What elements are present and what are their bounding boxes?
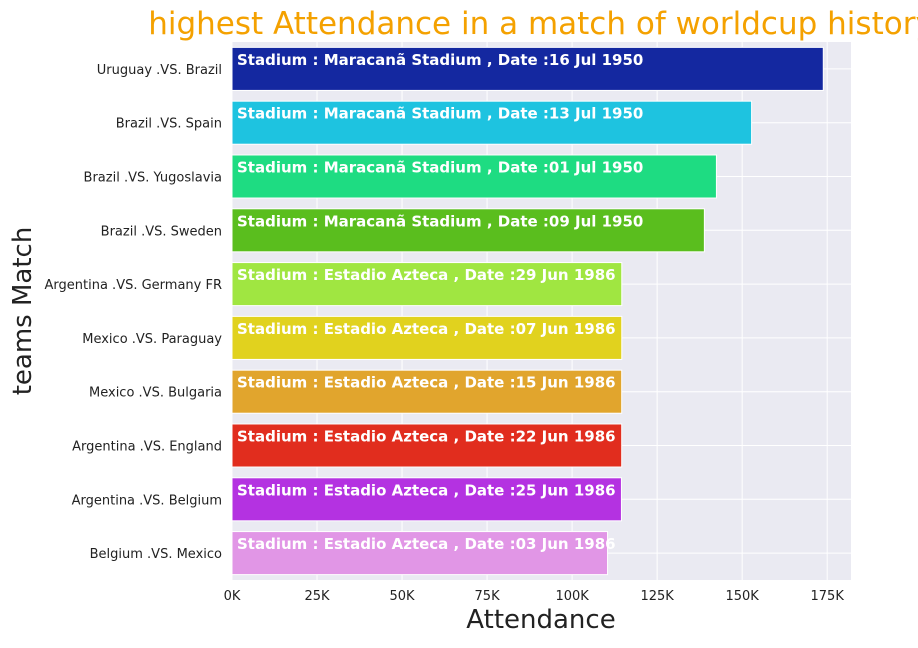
bar <box>231 315 623 360</box>
bar <box>231 46 824 91</box>
bar-annotation: Stadium : Maracanã Stadium , Date :13 Ju… <box>237 105 643 123</box>
x-tick-label: 125K <box>640 589 674 604</box>
bar <box>231 208 705 253</box>
bar-annotation: Stadium : Estadio Azteca , Date :22 Jun … <box>237 428 616 446</box>
x-tick-label: 175K <box>811 589 845 604</box>
x-tick-label: 150K <box>725 589 759 604</box>
y-tick-label: Belgium .VS. Mexico <box>90 547 222 562</box>
bar <box>231 531 609 576</box>
y-tick-label: Brazil .VS. Spain <box>116 117 222 132</box>
y-axis-label: teams Match <box>8 227 38 396</box>
bar-annotation: Stadium : Maracanã Stadium , Date :01 Ju… <box>237 159 643 177</box>
y-tick-label: Argentina .VS. Germany FR <box>45 278 222 293</box>
bar-annotation: Stadium : Estadio Azteca , Date :25 Jun … <box>237 481 616 499</box>
y-tick-label: Brazil .VS. Sweden <box>101 224 222 239</box>
x-tick-label: 75K <box>475 589 501 604</box>
x-axis-label: Attendance <box>466 605 615 635</box>
chart-title: highest Attendance in a match of worldcu… <box>148 6 918 42</box>
y-tick-label: Mexico .VS. Paraguay <box>82 332 222 347</box>
bar <box>231 423 623 468</box>
bar <box>231 154 717 199</box>
bar-annotations: Stadium : Maracanã Stadium , Date :16 Ju… <box>237 51 643 553</box>
bar-annotation: Stadium : Estadio Azteca , Date :15 Jun … <box>237 374 616 392</box>
x-tick-label: 100K <box>555 589 589 604</box>
bar-annotation: Stadium : Maracanã Stadium , Date :16 Ju… <box>237 51 643 69</box>
bar <box>231 262 623 307</box>
y-tick-label: Mexico .VS. Bulgaria <box>89 386 222 401</box>
bar <box>231 369 623 414</box>
bar <box>231 100 753 145</box>
x-axis-tick-labels: 0K 25K 50K 75K 100K 125K 150K 175K <box>224 589 845 604</box>
bars <box>231 46 824 576</box>
bar-annotation: Stadium : Maracanã Stadium , Date :09 Ju… <box>237 212 643 230</box>
bar <box>231 477 622 522</box>
bar-annotation: Stadium : Estadio Azteca , Date :07 Jun … <box>237 320 616 338</box>
y-axis-tick-labels: Uruguay .VS. Brazil Brazil .VS. Spain Braz… <box>45 63 223 562</box>
y-tick-label: Uruguay .VS. Brazil <box>97 63 222 78</box>
bar-annotation: Stadium : Estadio Azteca , Date :03 Jun … <box>237 535 616 553</box>
y-tick-label: Brazil .VS. Yugoslavia <box>84 171 222 186</box>
x-tick-label: 25K <box>304 589 330 604</box>
x-tick-label: 0K <box>224 589 241 604</box>
x-tick-label: 50K <box>390 589 416 604</box>
y-tick-label: Argentina .VS. Belgium <box>72 493 222 508</box>
bar-annotation: Stadium : Estadio Azteca , Date :29 Jun … <box>237 266 616 284</box>
y-tick-label: Argentina .VS. England <box>72 440 222 455</box>
